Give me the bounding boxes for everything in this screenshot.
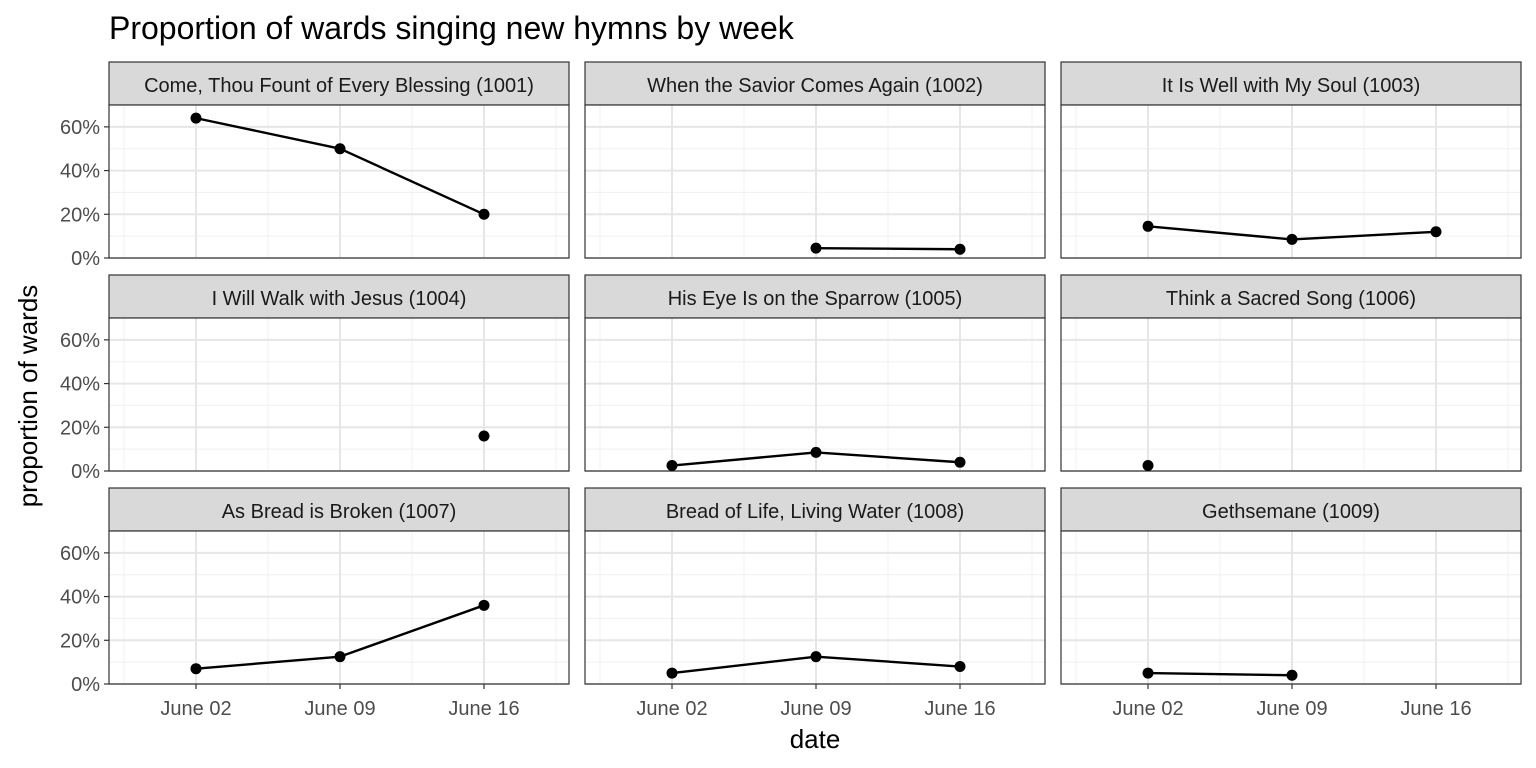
- data-point: [190, 663, 202, 675]
- data-point: [478, 208, 490, 220]
- y-tick-label: 60%: [60, 543, 100, 565]
- data-point: [334, 143, 346, 155]
- data-point: [1142, 460, 1154, 472]
- series-line-segment: [815, 655, 961, 668]
- data-point: [954, 456, 966, 468]
- y-tick-label: 40%: [60, 587, 100, 609]
- facet-strip-label: When the Savior Comes Again (1002): [647, 75, 983, 97]
- facet-strip: [1060, 61, 1522, 106]
- y-axis-title: proportion of wards: [13, 285, 43, 508]
- data-point: [190, 112, 202, 124]
- panel-border: [108, 530, 570, 685]
- data-point: [666, 460, 678, 472]
- data-point: [334, 651, 346, 663]
- facet-strip: [108, 487, 570, 532]
- y-tick-label: 0%: [71, 674, 100, 696]
- data-point: [954, 661, 966, 673]
- facets-group: Come, Thou Fount of Every Blessing (1001…: [60, 61, 1522, 720]
- data-point: [1286, 669, 1298, 681]
- facet-strip-label: Gethsemane (1009): [1202, 501, 1380, 523]
- series-line-segment: [195, 116, 341, 150]
- facet-panel: Bread of Life, Living Water (1008) June 0…: [584, 487, 1046, 720]
- facet-strip: [584, 274, 1046, 319]
- facet-strip-label: As Bread is Broken (1007): [222, 501, 457, 523]
- facet-strip-label: Think a Sacred Song (1006): [1166, 288, 1416, 310]
- facet-panel: Come, Thou Fount of Every Blessing (1001…: [60, 61, 570, 270]
- facet-strip-label: Come, Thou Fount of Every Blessing (1001…: [144, 75, 534, 97]
- data-point: [478, 430, 490, 442]
- x-tick-label: June 16: [924, 698, 995, 720]
- facet-panel: It Is Well with My Soul (1003): [1060, 61, 1522, 259]
- y-tick-label: 40%: [60, 374, 100, 396]
- facet-strip: [584, 61, 1046, 106]
- series-line-segment: [339, 604, 485, 658]
- facet-strip: [108, 274, 570, 319]
- facet-panel: I Will Walk with Jesus (1004) 0% 20% 40% 60%: [60, 274, 570, 483]
- chart-title: Proportion of wards singing new hymns by…: [109, 10, 795, 46]
- data-point: [1142, 220, 1154, 232]
- series-line-segment: [671, 451, 817, 467]
- panel-border: [1060, 104, 1522, 259]
- facet-strip: [108, 61, 570, 106]
- data-point: [1430, 226, 1442, 238]
- series-line-segment: [1291, 230, 1437, 241]
- y-tick-label: 20%: [60, 204, 100, 226]
- x-tick-label: June 02: [160, 698, 231, 720]
- x-axis-title: date: [790, 724, 841, 754]
- facet-panel: As Bread is Broken (1007) 0% 20% 40% 60% June…: [60, 487, 570, 720]
- x-tick-label: June 16: [1400, 698, 1471, 720]
- data-point: [810, 651, 822, 663]
- data-point: [1286, 233, 1298, 245]
- x-tick-label: June 09: [304, 698, 375, 720]
- x-tick-label: June 09: [780, 698, 851, 720]
- series-line-segment: [671, 655, 817, 675]
- x-tick-label: June 09: [1256, 698, 1327, 720]
- data-point: [478, 599, 490, 611]
- y-tick-label: 0%: [71, 461, 100, 483]
- data-point: [954, 243, 966, 255]
- x-tick-label: June 16: [448, 698, 519, 720]
- series-line-segment: [195, 655, 341, 670]
- facet-strip-label: I Will Walk with Jesus (1004): [212, 288, 467, 310]
- facet-panel: His Eye Is on the Sparrow (1005): [584, 274, 1046, 472]
- panel-border: [1060, 317, 1522, 472]
- facet-panel: Gethsemane (1009) June 02 June 09 June 16: [1060, 487, 1522, 720]
- panel-border: [584, 530, 1046, 685]
- series-line-segment: [1147, 225, 1293, 241]
- y-tick-label: 60%: [60, 117, 100, 139]
- panel-border: [584, 317, 1046, 472]
- panel-border: [108, 104, 570, 259]
- x-tick-label: June 02: [636, 698, 707, 720]
- x-tick-label: June 02: [1112, 698, 1183, 720]
- facet-panel: When the Savior Comes Again (1002): [584, 61, 1046, 259]
- facet-strip-label: It Is Well with My Soul (1003): [1162, 75, 1421, 97]
- panel-border: [1060, 530, 1522, 685]
- data-point: [666, 667, 678, 679]
- facet-strip-label: Bread of Life, Living Water (1008): [666, 501, 964, 523]
- data-point: [810, 242, 822, 254]
- series-line-segment: [1147, 671, 1293, 677]
- series-line-segment: [815, 246, 961, 251]
- panel-border: [108, 317, 570, 472]
- y-tick-label: 40%: [60, 161, 100, 183]
- panel-border: [584, 104, 1046, 259]
- y-tick-label: 20%: [60, 417, 100, 439]
- y-tick-label: 20%: [60, 630, 100, 652]
- y-tick-label: 60%: [60, 330, 100, 352]
- data-point: [1142, 667, 1154, 679]
- facet-strip-label: His Eye Is on the Sparrow (1005): [668, 288, 963, 310]
- series-line-segment: [339, 147, 485, 216]
- facet-panel: Think a Sacred Song (1006): [1060, 274, 1522, 472]
- data-point: [810, 446, 822, 458]
- series-line-segment: [815, 451, 961, 464]
- y-tick-label: 0%: [71, 248, 100, 270]
